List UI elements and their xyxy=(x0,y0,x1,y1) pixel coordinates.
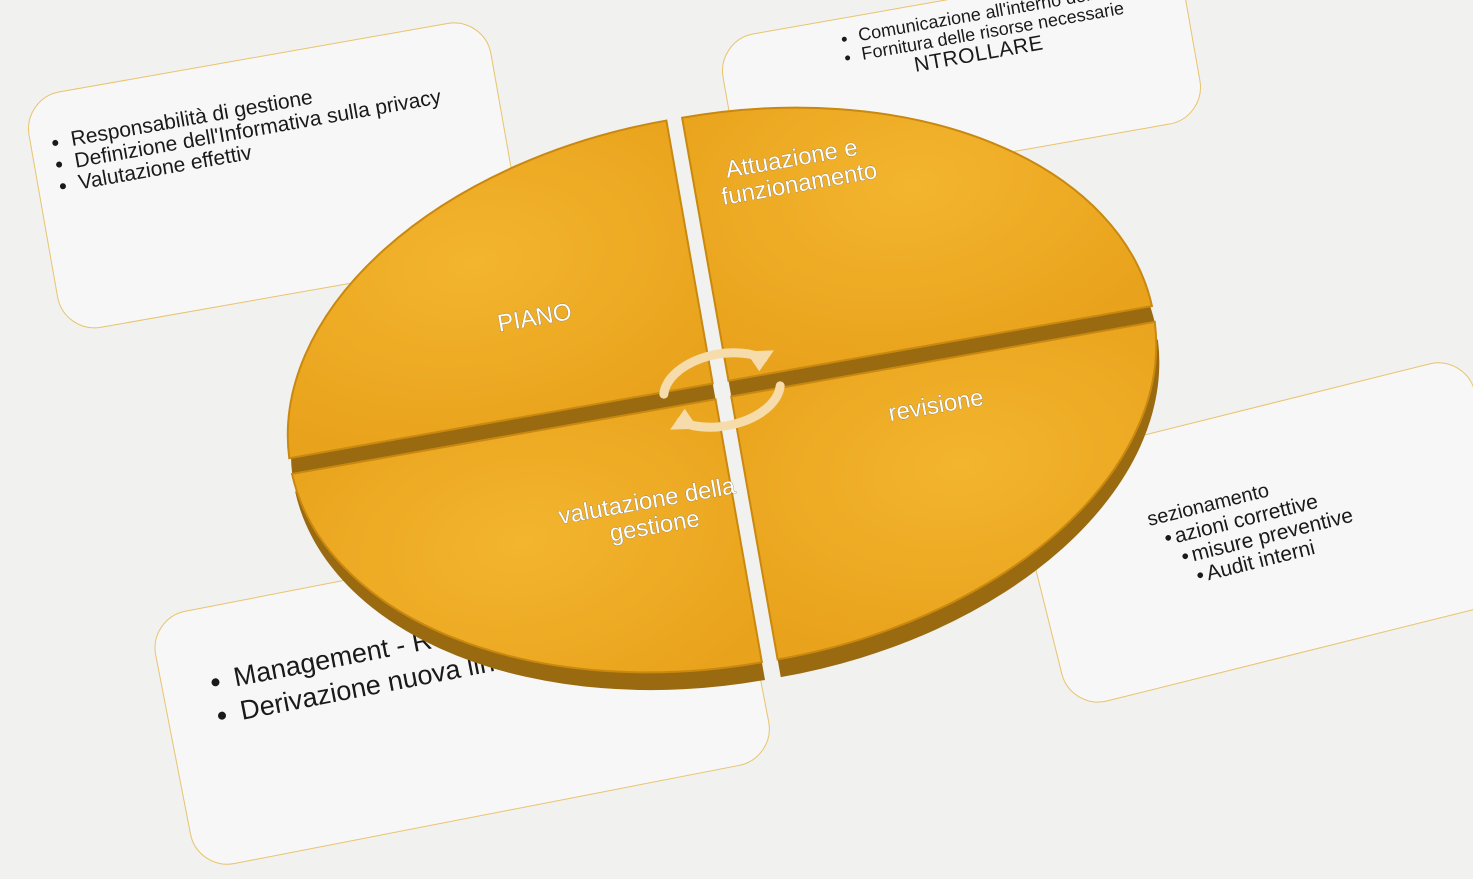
segment-piano xyxy=(286,119,714,460)
segment-valutazione xyxy=(290,398,764,674)
segment-attuazione xyxy=(680,106,1154,382)
segment-label-piano: PIANO xyxy=(496,298,574,338)
segment-revisione xyxy=(730,320,1158,661)
cycle-arrows-icon xyxy=(659,348,785,432)
